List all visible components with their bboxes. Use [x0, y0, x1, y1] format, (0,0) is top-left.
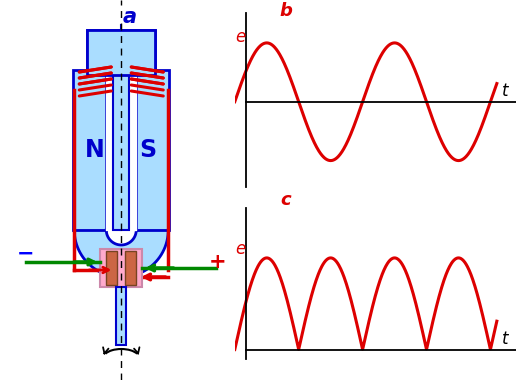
Text: −: −: [17, 244, 34, 264]
FancyBboxPatch shape: [87, 30, 155, 75]
FancyBboxPatch shape: [87, 30, 155, 75]
FancyBboxPatch shape: [125, 251, 136, 285]
Text: c: c: [280, 191, 291, 209]
FancyBboxPatch shape: [73, 70, 106, 230]
Text: e: e: [235, 28, 245, 46]
FancyBboxPatch shape: [106, 251, 117, 285]
Text: b: b: [279, 2, 292, 21]
FancyBboxPatch shape: [100, 249, 142, 287]
Text: t: t: [502, 329, 508, 348]
FancyBboxPatch shape: [116, 287, 126, 345]
Text: S: S: [140, 138, 157, 162]
Text: N: N: [85, 138, 104, 162]
Text: +: +: [208, 252, 226, 272]
FancyBboxPatch shape: [113, 70, 130, 230]
Polygon shape: [74, 230, 168, 277]
Text: a: a: [122, 7, 136, 27]
FancyBboxPatch shape: [136, 70, 169, 230]
Text: e: e: [235, 240, 245, 258]
Text: t: t: [502, 82, 508, 100]
